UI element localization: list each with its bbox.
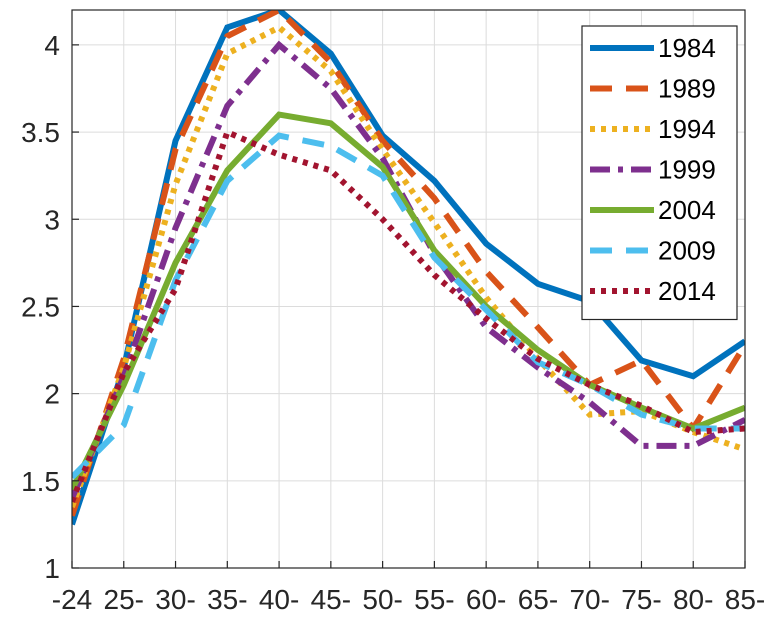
axes: -24 25- 30- 35- 40- 45- 50- 55- 60- 65- 70- 75- 80- 8…: [21, 30, 765, 615]
series-lines: [72, 10, 745, 526]
series-line-1984: [72, 10, 745, 526]
legend-label-2009: 2009: [658, 236, 716, 266]
x-tick-label: 70-: [569, 584, 609, 615]
x-tick-label: 40-: [259, 584, 299, 615]
y-tick-label: 3.5: [21, 117, 60, 148]
x-tick-label: 80-: [673, 584, 713, 615]
y-tick-label: 2: [44, 379, 60, 410]
legend-label-1999: 1999: [658, 155, 716, 185]
legend-box: [581, 25, 738, 321]
legend-label-1994: 1994: [658, 114, 716, 144]
x-tick-label: 25-: [104, 584, 144, 615]
y-tick-label: 4: [44, 30, 60, 61]
legend-label-1984: 1984: [658, 33, 716, 63]
x-tick-label: 35-: [207, 584, 247, 615]
x-tick-label: 65-: [518, 584, 558, 615]
x-tick-label: 50-: [362, 584, 402, 615]
legend: 1984 1989 1994 1999 2004 2009 2014: [581, 25, 738, 321]
x-tick-label: 30-: [155, 584, 195, 615]
y-tick-label: 2.5: [21, 291, 60, 322]
y-tick-label: 1.5: [21, 466, 60, 497]
legend-label-2014: 2014: [658, 276, 716, 306]
y-tick-label: 3: [44, 204, 60, 235]
legend-label-1989: 1989: [658, 74, 716, 104]
x-tick-label: 45-: [311, 584, 351, 615]
x-tick-label: 75-: [621, 584, 661, 615]
series-line-2004: [72, 111, 745, 491]
x-tick-label: -24: [52, 584, 92, 615]
legend-label-2004: 2004: [658, 195, 716, 225]
x-tick-label: 85-: [725, 584, 765, 615]
x-tick-label: 60-: [466, 584, 506, 615]
plot-frame: [71, 9, 746, 569]
y-tick-label: 1: [44, 553, 60, 584]
x-tick-label: 55-: [414, 584, 454, 615]
series-line-1989: [72, 10, 745, 517]
series-line-2009: [72, 132, 745, 480]
series-line-2014: [72, 128, 745, 503]
